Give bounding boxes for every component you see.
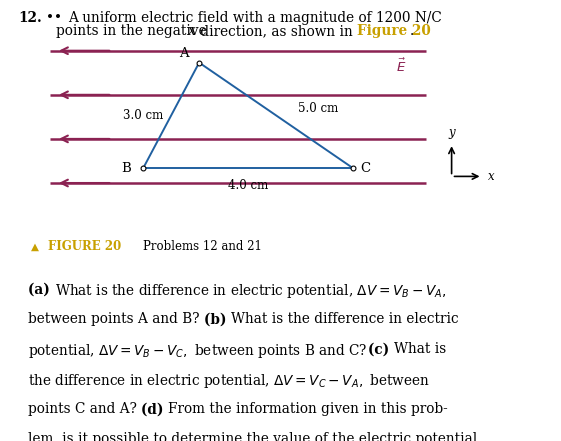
Text: C: C [360, 162, 370, 175]
Text: 12.: 12. [18, 11, 42, 25]
Text: A: A [180, 48, 189, 60]
Text: Figure 20: Figure 20 [357, 24, 430, 38]
Text: the difference in electric potential, $\Delta V = V_C - V_A,$ between: the difference in electric potential, $\… [28, 372, 430, 390]
Text: (a): (a) [28, 282, 54, 296]
Text: y: y [448, 126, 455, 139]
Text: B: B [121, 162, 131, 175]
Text: ▲: ▲ [31, 242, 39, 252]
Text: $\vec{E}$: $\vec{E}$ [396, 57, 406, 75]
Text: From the information given in this prob-: From the information given in this prob- [168, 402, 448, 416]
Text: (c): (c) [369, 342, 394, 356]
Text: points in the negative: points in the negative [56, 24, 211, 38]
Text: x: x [188, 24, 196, 38]
Text: points C and A?: points C and A? [28, 402, 141, 416]
Text: 4.0 cm: 4.0 cm [228, 179, 268, 192]
Text: x: x [488, 170, 495, 183]
Text: (d): (d) [141, 402, 168, 416]
Text: lem, is it possible to determine the value of the electric potential: lem, is it possible to determine the val… [28, 432, 477, 441]
Text: potential, $\Delta V = V_B - V_C,$ between points B and C?: potential, $\Delta V = V_B - V_C,$ betwe… [28, 342, 369, 360]
Text: 3.0 cm: 3.0 cm [123, 109, 163, 122]
Text: 5.0 cm: 5.0 cm [298, 102, 338, 116]
Text: Problems 12 and 21: Problems 12 and 21 [143, 240, 262, 254]
Text: A uniform electric field with a magnitude of 1200 N/C: A uniform electric field with a magnitud… [68, 11, 442, 25]
Text: What is: What is [394, 342, 447, 356]
Text: between points A and B?: between points A and B? [28, 312, 204, 326]
Text: ••: •• [46, 11, 62, 25]
Text: What is the difference in electric: What is the difference in electric [231, 312, 459, 326]
Text: direction, as shown in: direction, as shown in [196, 24, 357, 38]
Text: .: . [410, 24, 415, 38]
Text: What is the difference in electric potential, $\Delta V = V_B - V_A,$: What is the difference in electric poten… [54, 282, 446, 300]
Text: FIGURE 20: FIGURE 20 [48, 240, 121, 254]
Text: (b): (b) [204, 312, 231, 326]
